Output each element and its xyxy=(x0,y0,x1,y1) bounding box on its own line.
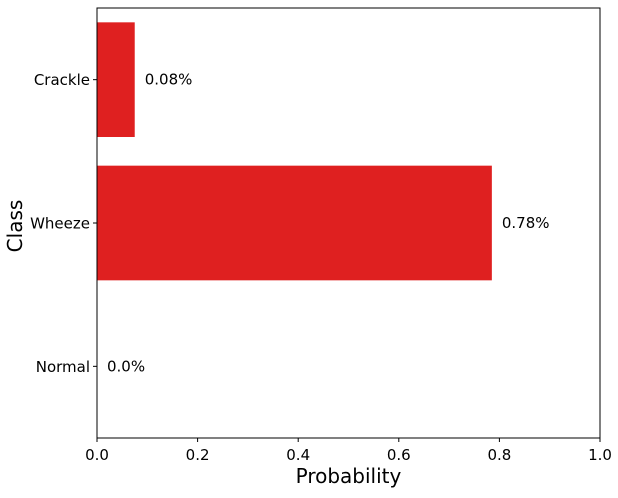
x-tick-label: 0.8 xyxy=(487,446,511,464)
y-tick-label-normal: Normal xyxy=(36,358,90,376)
bars-layer xyxy=(97,22,492,281)
y-tick-label-wheeze: Wheeze xyxy=(30,215,90,233)
bar-wheeze xyxy=(97,165,492,281)
value-label-normal: 0.0% xyxy=(107,357,145,375)
x-axis-label: Probability xyxy=(296,464,402,488)
y-tick-label-crackle: Crackle xyxy=(34,71,90,89)
x-tick-label: 0.6 xyxy=(387,446,411,464)
x-tick-label: 1.0 xyxy=(588,446,612,464)
x-tick-label: 0.4 xyxy=(286,446,310,464)
x-tick-label: 0.0 xyxy=(85,446,109,464)
value-label-crackle: 0.08% xyxy=(145,71,193,89)
x-tick-label: 0.2 xyxy=(186,446,210,464)
value-labels-layer: 0.0% 0.78% 0.08% xyxy=(107,71,550,376)
plot-frame xyxy=(96,7,601,439)
y-axis-label: Class xyxy=(3,200,27,253)
x-axis: 0.0 0.2 0.4 0.6 0.8 1.0 xyxy=(85,438,612,464)
value-label-wheeze: 0.78% xyxy=(502,214,550,232)
bar-crackle xyxy=(97,22,135,137)
y-axis: Normal Wheeze Crackle xyxy=(30,71,97,376)
